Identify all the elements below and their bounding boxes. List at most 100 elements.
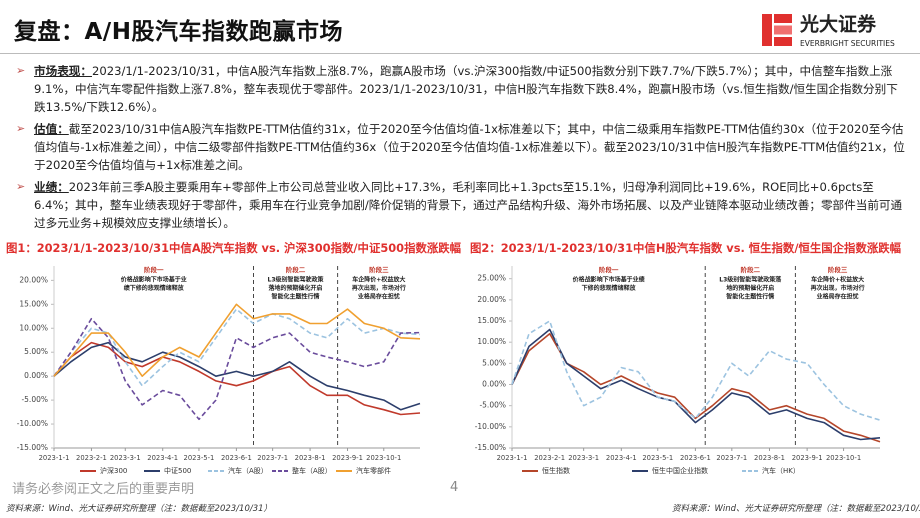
phase-text: 价格战影响下市场基于业绩: [573, 276, 645, 284]
y-tick-label: 0.00%: [482, 380, 506, 389]
slide-title: 复盘：A/H股汽车指数跑赢市场: [14, 19, 343, 45]
x-tick-label: 2023-4-1: [147, 454, 178, 462]
bullet-arrow: ➢: [16, 122, 26, 135]
logo-name-en: EVERBRIGHT SECURITIES: [800, 39, 895, 48]
x-tick-label: 2023-8-1: [295, 454, 326, 462]
bullet-text: 2023/1/1-2023/10/31，中信A股汽车指数上涨8.7%，跑赢A股市…: [34, 64, 898, 114]
bullet: ➢ 业绩：2023年前三季A股主要乘用车+零部件上市公司总营业收入同比+17.3%…: [10, 178, 906, 232]
phase-label: 阶段三: [828, 265, 848, 274]
bullet-arrow: ➢: [16, 180, 26, 193]
y-tick-label: -10.00%: [17, 419, 48, 428]
phase-text: 价格战影响下市场基于业: [121, 276, 187, 284]
legend-label: 整车（A股）: [292, 466, 332, 475]
phase-text: 再次出现，市场对行: [811, 284, 865, 292]
phase-text: 落地的预期催化开启: [269, 284, 323, 292]
phase-text: 再次出现，市场对行: [352, 284, 406, 292]
x-tick-label: 2023-3-1: [110, 454, 141, 462]
phase-text: L3级别智能驾驶政策: [268, 276, 324, 284]
series-line: [53, 341, 421, 411]
series-line: [511, 332, 881, 443]
source: 资料来源：Wind、光大证券研究所整理（注：数据截至2023/10/31）: [6, 504, 273, 514]
x-tick-label: 2023-2-1: [534, 454, 565, 462]
phase-label: 阶段一: [599, 265, 619, 274]
x-tick-label: 2023-9-1: [792, 454, 823, 462]
logo: 光大证券 EVERBRIGHT SECURITIES: [762, 13, 895, 48]
series-line: [53, 303, 421, 377]
logo-name: 光大证券: [799, 13, 877, 36]
y-tick-label: 25.00%: [477, 274, 506, 283]
phase-text: 地的预期催化开启: [726, 284, 774, 292]
header-rule: [0, 53, 920, 54]
x-tick-label: 2023-7-1: [257, 454, 288, 462]
phase-label: 阶段二: [286, 265, 306, 274]
x-tick-label: 2023-2-1: [76, 454, 107, 462]
logo-block: [774, 37, 792, 46]
bullet-label: 估值：: [34, 122, 69, 136]
x-tick-label: 2023-1-1: [497, 454, 528, 462]
series-line: [53, 308, 421, 387]
bullet: ➢ 市场表现：2023/1/1-2023/10/31，中信A股汽车指数上涨8.7%…: [10, 62, 906, 116]
phase-text: 车企降价+权益放大: [811, 276, 864, 284]
bullet-label: 市场表现：: [34, 64, 92, 78]
y-tick-label: 5.00%: [24, 347, 48, 356]
chart: 25.00% 20.00% 15.00% 10.00% 5.00% 0.00% -5.00%…: [475, 265, 881, 475]
chart-title: 图1：2023/1/1-2023/10/31中信A股汽车指数 vs. 沪深300…: [6, 241, 462, 255]
x-tick-label: 2023-10-1: [366, 454, 401, 462]
x-tick-label: 2023-8-1: [754, 454, 785, 462]
bullet-arrow: ➢: [16, 64, 26, 77]
legend-label: 汽车（HK）: [762, 466, 800, 475]
x-tick-label: 2023-4-1: [606, 454, 637, 462]
y-tick-label: -15.00%: [475, 443, 506, 452]
phase-label: 阶段三: [369, 265, 389, 274]
x-tick-label: 2023-7-1: [716, 454, 747, 462]
x-tick-label: 2023-6-1: [680, 454, 711, 462]
y-tick-label: -5.00%: [479, 401, 506, 410]
x-tick-label: 2023-1-1: [39, 454, 70, 462]
phase-label: 阶段二: [741, 265, 761, 274]
y-tick-label: 5.00%: [482, 358, 506, 367]
phase-text: 车企降价+权益放大: [352, 276, 405, 284]
page-number: 4: [450, 480, 459, 495]
series-line: [511, 320, 881, 421]
logo-block: [774, 14, 792, 23]
legend-label: 沪深300: [100, 466, 127, 475]
y-tick-label: 15.00%: [19, 299, 48, 308]
legend-label: 恒生中国企业指数: [652, 466, 708, 475]
phase-text: L3级别智能驾驶政策落: [719, 276, 782, 284]
x-tick-label: 2023-10-1: [826, 454, 861, 462]
bullet: ➢ 估值：截至2023/10/31中信A股汽车指数PE-TTM估值约31x，位于2…: [10, 120, 906, 174]
source: 资料来源：Wind、光大证券研究所整理（注：数据截至2023/10/31）: [672, 504, 920, 514]
legend-label: 汽车（A股）: [228, 466, 268, 475]
phase-text: 绩下修的悲观情绪释放: [124, 284, 185, 292]
bullet-text: 截至2023/10/31中信A股汽车指数PE-TTM估值约31x，位于2020至…: [34, 122, 905, 172]
y-tick-label: 20.00%: [19, 275, 48, 284]
notice: 请务必参阅正文之后的重要声明: [12, 482, 195, 497]
phase-text: 业格局存在担忧: [817, 293, 859, 301]
bullet-label: 业绩：: [34, 180, 69, 194]
y-tick-label: 10.00%: [477, 337, 506, 346]
y-tick-label: -5.00%: [21, 395, 48, 404]
x-tick-label: 2023-5-1: [642, 454, 673, 462]
logo-block: [774, 25, 792, 35]
phase-text: 下修的悲观情绪释放: [582, 284, 637, 292]
bullet-list: ➢ 市场表现：2023/1/1-2023/10/31，中信A股汽车指数上涨8.7%…: [10, 62, 906, 236]
y-tick-label: 15.00%: [477, 316, 506, 325]
legend-label: 汽车零部件: [356, 466, 391, 475]
y-tick-label: -10.00%: [475, 422, 506, 431]
phase-text: 业格局存在担忧: [358, 293, 400, 301]
y-tick-label: -15.00%: [17, 443, 48, 452]
phase-label: 阶段一: [144, 265, 164, 274]
x-tick-label: 2023-5-1: [184, 454, 215, 462]
bullet-text: 2023年前三季A股主要乘用车+零部件上市公司总营业收入同比+17.3%，毛利率…: [34, 180, 903, 230]
legend-label: 中证500: [164, 466, 191, 475]
phase-text: 智能化主题性行情: [272, 293, 320, 301]
chart-title: 图2：2023/1/1-2023/10/31中信H股汽车指数 vs. 恒生指数/…: [470, 241, 902, 255]
legend-label: 恒生指数: [542, 466, 570, 475]
y-tick-label: 10.00%: [19, 323, 48, 332]
y-tick-label: 0.00%: [24, 371, 48, 380]
x-tick-label: 2023-9-1: [332, 454, 363, 462]
x-tick-label: 2023-3-1: [568, 454, 599, 462]
series-line: [511, 328, 881, 441]
x-tick-label: 2023-6-1: [221, 454, 252, 462]
